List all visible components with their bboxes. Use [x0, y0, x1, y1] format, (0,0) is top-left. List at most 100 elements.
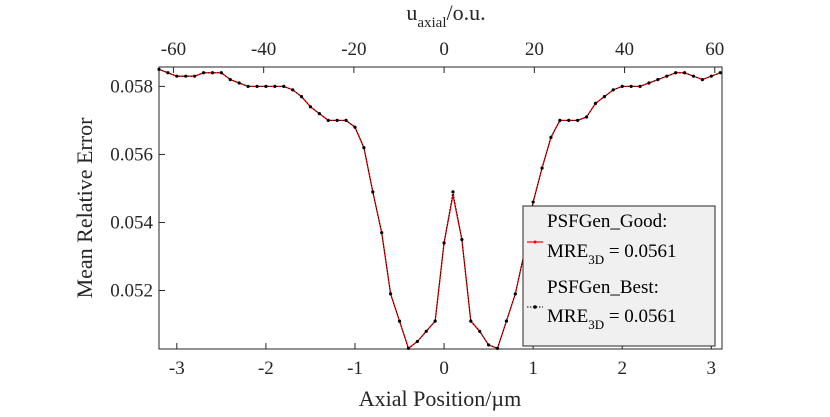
- plot-area: [158, 66, 723, 350]
- y-tick-label: 0.054: [110, 212, 153, 233]
- data-point: [433, 319, 437, 323]
- data-point: [487, 343, 491, 347]
- data-point: [567, 118, 571, 123]
- x-tick-label: 1: [528, 358, 538, 379]
- data-point: [317, 112, 321, 116]
- data-point: [629, 84, 633, 88]
- x-axis-title: Axial Position/µm: [359, 386, 521, 411]
- data-point: [380, 231, 384, 235]
- x-tick-label: 0: [439, 358, 449, 379]
- top-tick-label: 0: [439, 39, 449, 60]
- legend-entry-best-name: PSFGen_Best:: [547, 277, 659, 298]
- legend-best-mre-value: = 0.0561: [604, 306, 676, 327]
- data-point: [540, 166, 544, 170]
- x-tick-label: 2: [617, 358, 627, 379]
- data-point: [362, 146, 366, 150]
- data-point: [495, 346, 500, 350]
- data-point: [611, 88, 615, 92]
- data-point: [201, 71, 206, 75]
- legend-good-mre-sub: 3D: [588, 252, 604, 267]
- y-axis-title: Mean Relative Error: [72, 117, 97, 298]
- x-tick-label: -1: [347, 358, 363, 379]
- data-point: [326, 118, 330, 123]
- legend-best-mre-sub: 3D: [588, 317, 604, 332]
- legend-good-mre-main: MRE: [547, 241, 588, 262]
- data-point: [691, 74, 696, 78]
- y-tick-label: 0.052: [110, 280, 153, 301]
- plot-frame: [158, 66, 723, 350]
- series-layer: [157, 67, 722, 350]
- data-point: [210, 71, 215, 75]
- data-point: [424, 329, 428, 333]
- data-point: [406, 346, 411, 350]
- data-point: [682, 71, 687, 75]
- data-point: [415, 339, 419, 344]
- data-point: [647, 81, 651, 85]
- data-point: [593, 101, 598, 105]
- data-point: [157, 67, 161, 71]
- data-point: [709, 74, 713, 78]
- series-line: [158, 68, 721, 350]
- data-point: [397, 319, 402, 323]
- data-point: [291, 88, 295, 92]
- data-point: [389, 292, 393, 296]
- data-point: [371, 190, 375, 194]
- top-axis-title-sub: axial: [417, 15, 446, 31]
- data-point: [255, 84, 259, 88]
- data-point: [602, 94, 607, 99]
- y-axis: 0.052 0.054 0.056 0.058: [110, 76, 165, 301]
- data-point: [460, 237, 464, 242]
- data-point: [166, 71, 170, 75]
- data-point: [184, 74, 188, 78]
- top-tick-label: -20: [341, 39, 366, 60]
- data-point: [228, 77, 232, 82]
- top-tick-label: -60: [161, 39, 186, 60]
- y-tick-label: 0.056: [110, 144, 153, 165]
- data-point: [299, 94, 304, 99]
- data-point: [478, 329, 482, 333]
- top-tick-label: 20: [525, 39, 544, 60]
- data-point: [246, 84, 250, 88]
- x-tick-label: -2: [258, 358, 274, 379]
- data-point: [674, 71, 678, 75]
- data-point: [282, 84, 286, 88]
- data-point: [665, 74, 669, 78]
- legend-good-mre-value: = 0.0561: [604, 241, 676, 262]
- legend-marker-good: [533, 240, 537, 244]
- data-point: [656, 77, 660, 82]
- legend-box: [522, 205, 716, 347]
- data-point: [620, 84, 624, 88]
- top-axis-title: uaxial/o.u.: [406, 0, 485, 31]
- legend-best-mre-main: MRE: [547, 306, 588, 327]
- data-point: [308, 105, 313, 109]
- legend-marker-best: [533, 305, 537, 309]
- data-point: [264, 84, 268, 88]
- top-axis-title-main: u: [406, 0, 417, 25]
- x-tick-label: -3: [169, 358, 185, 379]
- data-point: [237, 81, 241, 85]
- data-point: [718, 71, 722, 75]
- data-point: [576, 118, 580, 123]
- data-point: [584, 115, 589, 119]
- x-tick-label: 3: [707, 358, 717, 379]
- top-tick-label: -40: [251, 39, 276, 60]
- legend-entry-best-mre: MRE3D = 0.0561: [547, 306, 677, 332]
- data-point: [531, 200, 535, 204]
- top-tick-label: 60: [705, 39, 724, 60]
- top-x-axis: -60 -40 -20 0 20 40 60: [161, 39, 724, 73]
- data-point: [549, 135, 553, 140]
- data-point: [273, 84, 277, 88]
- top-axis-title-rest: /o.u.: [447, 0, 486, 25]
- data-point: [700, 77, 705, 82]
- bottom-x-axis: -3 -2 -1 0 1 2 3: [169, 343, 716, 379]
- top-tick-label: 40: [615, 39, 634, 60]
- data-point: [504, 319, 509, 323]
- data-point: [193, 74, 197, 78]
- legend: PSFGen_Good: MRE3D = 0.0561 PSFGen_Best:…: [522, 205, 716, 347]
- data-point: [335, 118, 339, 123]
- data-point: [344, 118, 348, 123]
- legend-entry-good-name: PSFGen_Good:: [547, 211, 667, 232]
- data-point: [442, 241, 446, 245]
- data-point: [175, 74, 179, 78]
